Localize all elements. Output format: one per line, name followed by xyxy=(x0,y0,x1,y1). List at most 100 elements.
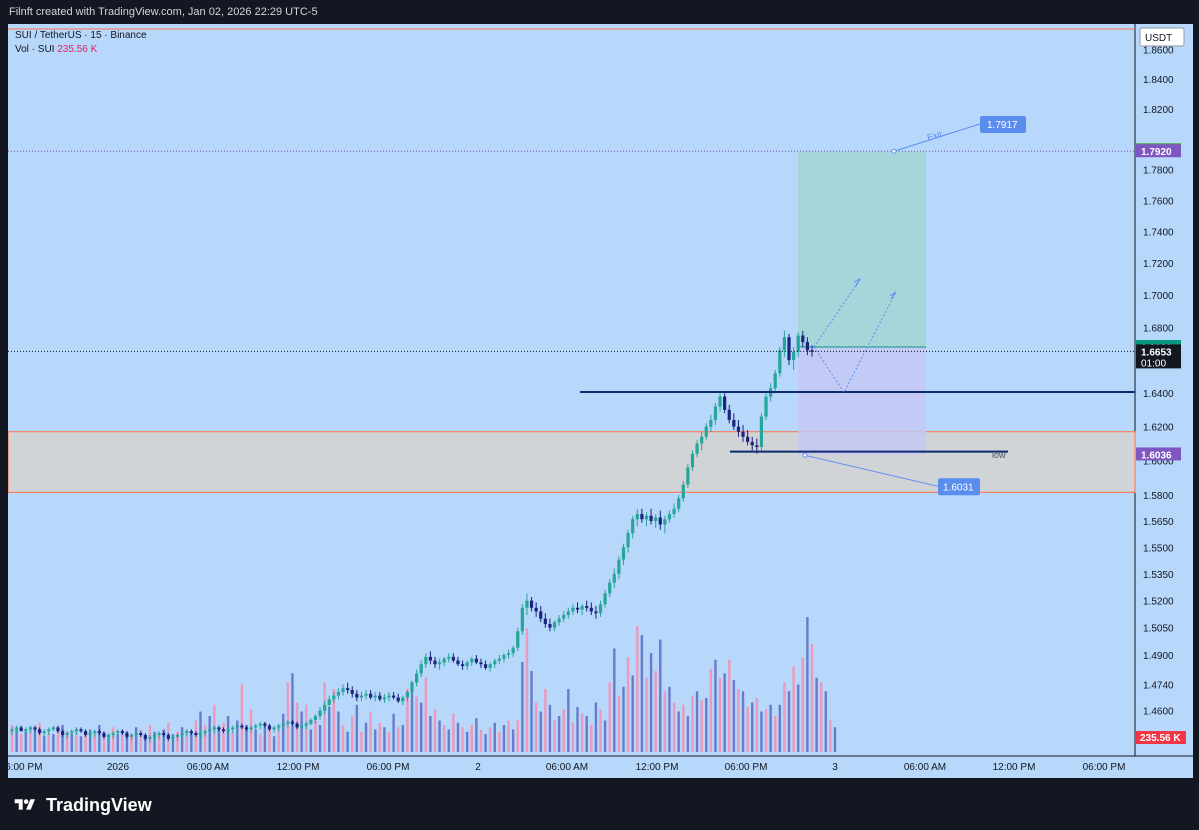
candle-body xyxy=(88,733,92,735)
volume-bar xyxy=(61,725,64,752)
candle-body xyxy=(686,467,690,485)
low-callout-box[interactable] xyxy=(938,478,980,496)
candle-body xyxy=(511,647,515,654)
volume-bar xyxy=(429,716,432,752)
tradingview-brand[interactable]: TradingView xyxy=(10,794,152,816)
volume-bar xyxy=(732,680,736,752)
volume-bar xyxy=(631,675,634,752)
candle-body xyxy=(516,631,520,648)
volume-bar xyxy=(502,725,506,752)
exit-callout-box[interactable] xyxy=(980,115,1026,133)
exit-anchor[interactable] xyxy=(891,148,897,154)
candle-body xyxy=(571,607,575,612)
candle-body xyxy=(83,731,88,735)
candle-body xyxy=(97,731,101,734)
stop-price-text: 1.6036 xyxy=(1141,450,1172,461)
volume-bar xyxy=(374,729,377,752)
time-tick-label: 12:00 PM xyxy=(993,762,1036,773)
chart-frame[interactable]: Exit 1.7917 low 1.6031 USDT 1.8600 1.8400 1.820… xyxy=(8,24,1193,778)
unit-box[interactable] xyxy=(1139,27,1185,47)
legend-volume[interactable]: Vol · SUI 235.56 K xyxy=(15,44,97,55)
volume-bar xyxy=(746,707,749,752)
candle-body xyxy=(755,445,759,447)
candle-body xyxy=(116,731,120,734)
volume-bar xyxy=(700,700,703,752)
candle-body xyxy=(235,725,239,728)
price-tick-label: 1.4600 xyxy=(1143,707,1174,718)
candle-body xyxy=(718,396,722,407)
exit-level-tag[interactable] xyxy=(1136,144,1181,158)
candle-body xyxy=(557,618,561,623)
volume-bar xyxy=(475,718,478,752)
chart-canvas[interactable]: Exit 1.7917 low 1.6031 USDT 1.8600 1.8400 1.820… xyxy=(8,24,1193,778)
volume-bar xyxy=(810,644,814,752)
legend-symbol[interactable]: SUI / TetherUS · 15 · Binance xyxy=(15,30,147,41)
candle-body xyxy=(681,484,685,499)
volume-bar xyxy=(603,720,607,752)
time-tick-label: 06:00 PM xyxy=(8,762,42,773)
candle-body xyxy=(677,498,681,509)
volume-bar xyxy=(268,725,271,752)
time-tick-label: 2 xyxy=(475,762,481,773)
volume-bar xyxy=(626,657,630,752)
candle-body xyxy=(759,416,764,447)
stop-zone[interactable] xyxy=(798,346,926,455)
candle-body xyxy=(240,725,244,728)
candle-body xyxy=(286,721,290,724)
volume-bar xyxy=(346,731,349,752)
candle-body xyxy=(120,731,124,734)
top-bar: Filnft created with TradingView.com, Jan… xyxy=(0,0,1199,24)
candle-body xyxy=(552,622,557,628)
candle-body xyxy=(28,727,32,730)
volume-bar xyxy=(75,727,78,752)
volume-bar xyxy=(277,727,280,752)
candle-body xyxy=(19,727,23,732)
time-tick-label: 3 xyxy=(832,762,838,773)
volume-bar xyxy=(442,725,446,752)
volume-bar xyxy=(819,682,823,752)
candle-body xyxy=(548,624,552,628)
candle-body xyxy=(106,734,111,737)
volume-bar xyxy=(801,657,805,752)
candle-body xyxy=(65,733,69,735)
price-tick-label: 1.5800 xyxy=(1143,491,1174,502)
volume-bar xyxy=(217,727,221,752)
target-zone[interactable] xyxy=(798,151,926,347)
volume-bar xyxy=(705,698,708,752)
stop-price-tag[interactable] xyxy=(1136,447,1181,461)
volume-bar xyxy=(737,689,740,752)
candle-body xyxy=(575,607,580,610)
plot-background[interactable] xyxy=(8,24,1135,756)
candle-body xyxy=(787,337,791,361)
projection-path[interactable] xyxy=(813,291,897,394)
volume-bar xyxy=(93,734,96,752)
volume-bar xyxy=(392,713,395,752)
price-tick-label: 1.7400 xyxy=(1143,228,1174,239)
volume-bar xyxy=(769,704,772,752)
candle-body xyxy=(263,723,267,726)
volume-bar xyxy=(29,727,32,752)
low-anchor[interactable] xyxy=(802,452,808,458)
time-tick-label: 06:00 PM xyxy=(725,762,768,773)
candle-body xyxy=(585,606,589,608)
volume-bar xyxy=(488,727,492,752)
candle-body xyxy=(401,697,405,702)
volume-bar xyxy=(663,691,667,752)
volume-tag[interactable] xyxy=(1136,731,1186,744)
candle-body xyxy=(727,409,731,420)
candle-body xyxy=(493,660,497,665)
volume-bar xyxy=(52,734,55,752)
legend-volume-label: Vol · SUI xyxy=(15,44,55,55)
volume-bar xyxy=(456,722,460,752)
projection-path-alt[interactable] xyxy=(813,278,861,348)
time-axis-background[interactable] xyxy=(8,756,1193,778)
candle-body xyxy=(456,660,460,665)
candle-body xyxy=(792,351,796,361)
current-price-tag[interactable] xyxy=(1136,344,1181,369)
candle-body xyxy=(621,547,626,560)
candle-body xyxy=(267,725,272,730)
price-tick-label: 1.5200 xyxy=(1143,597,1174,608)
volume-bar xyxy=(544,689,547,752)
candle-body xyxy=(658,517,662,525)
candle-body xyxy=(198,733,203,735)
